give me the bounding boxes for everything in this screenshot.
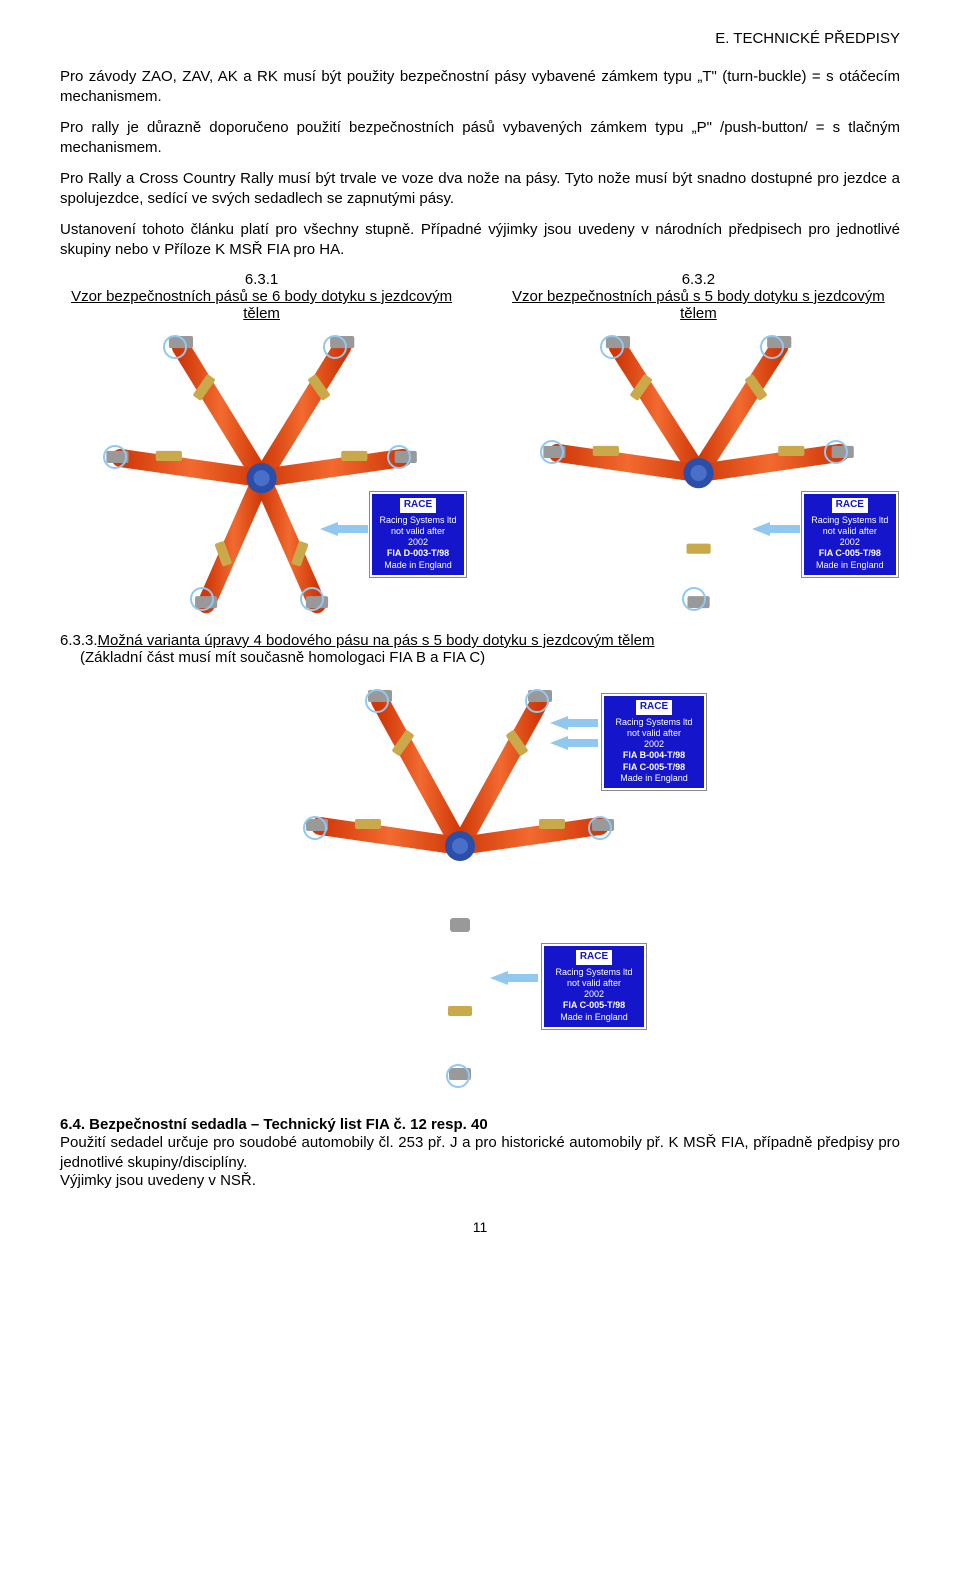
circle-mark: [303, 816, 327, 840]
circle-mark: [760, 335, 784, 359]
fig-631-title: Vzor bezpečnostních pásů se 6 body dotyk…: [60, 288, 463, 322]
arrow-icon: [320, 522, 338, 536]
circle-mark: [323, 335, 347, 359]
section-633: 6.3.3.Možná varianta úpravy 4 bodového p…: [60, 632, 900, 1096]
fig-632-image: RACE Racing Systems ltd not valid after …: [497, 332, 900, 612]
paragraph-1: Pro závody ZAO, ZAV, AK a RK musí být po…: [60, 67, 900, 106]
arrow-icon: [550, 736, 568, 750]
circle-mark: [540, 440, 564, 464]
sec-64-text2: Výjimky jsou uvedeny v NSŘ.: [60, 1172, 900, 1189]
section-64: 6.4. Bezpečnostní sedadla – Technický li…: [60, 1116, 900, 1189]
circle-mark: [387, 445, 411, 469]
race-label-632: RACE Racing Systems ltd not valid after …: [802, 492, 898, 577]
circle-mark: [446, 1064, 470, 1088]
paragraph-2: Pro rally je důrazně doporučeno použití …: [60, 118, 900, 157]
race-brand: RACE: [832, 498, 868, 513]
figure-631: 6.3.1 Vzor bezpečnostních pásů se 6 body…: [60, 271, 463, 612]
circle-mark: [588, 816, 612, 840]
paragraph-3: Pro Rally a Cross Country Rally musí být…: [60, 169, 900, 208]
fig-632-title: Vzor bezpečnostních pásů s 5 body dotyku…: [497, 288, 900, 322]
circle-mark: [163, 335, 187, 359]
arrow-icon: [752, 522, 770, 536]
section-header: E. TECHNICKÉ PŘEDPISY: [60, 30, 900, 47]
sec-633-title: Možná varianta úpravy 4 bodového pásu na…: [98, 632, 655, 649]
circle-mark: [190, 587, 214, 611]
race-brand: RACE: [400, 498, 436, 513]
sec-633-num: 6.3.3.: [60, 632, 98, 649]
figures-row: 6.3.1 Vzor bezpečnostních pásů se 6 body…: [60, 271, 900, 612]
fig-633-image: RACE Racing Systems ltd not valid after …: [250, 676, 710, 1096]
fig-631-num: 6.3.1: [60, 271, 463, 288]
race-brand: RACE: [576, 950, 612, 965]
race-label-633-bottom: RACE Racing Systems ltd not valid after …: [542, 944, 646, 1029]
sec-64-text1: Použití sedadel určuje pro soudobé autom…: [60, 1133, 900, 1172]
figure-632: 6.3.2 Vzor bezpečnostních pásů s 5 body …: [497, 271, 900, 612]
fig-632-num: 6.3.2: [497, 271, 900, 288]
race-brand: RACE: [636, 700, 672, 715]
circle-mark: [365, 689, 389, 713]
page-number: 11: [60, 1219, 900, 1235]
arrow-icon: [490, 971, 508, 985]
race-label-633-top: RACE Racing Systems ltd not valid after …: [602, 694, 706, 790]
circle-mark: [682, 587, 706, 611]
paragraph-4: Ustanovení tohoto článku platí pro všech…: [60, 220, 900, 259]
circle-mark: [600, 335, 624, 359]
circle-mark: [824, 440, 848, 464]
circle-mark: [300, 587, 324, 611]
circle-mark: [525, 689, 549, 713]
fig-631-image: RACE Racing Systems ltd not valid after …: [60, 332, 463, 612]
sec-64-heading: 6.4. Bezpečnostní sedadla – Technický li…: [60, 1116, 900, 1133]
sec-633-note: (Základní část musí mít současně homolog…: [80, 649, 900, 666]
circle-mark: [103, 445, 127, 469]
race-label-631: RACE Racing Systems ltd not valid after …: [370, 492, 466, 577]
arrow-icon: [550, 716, 568, 730]
